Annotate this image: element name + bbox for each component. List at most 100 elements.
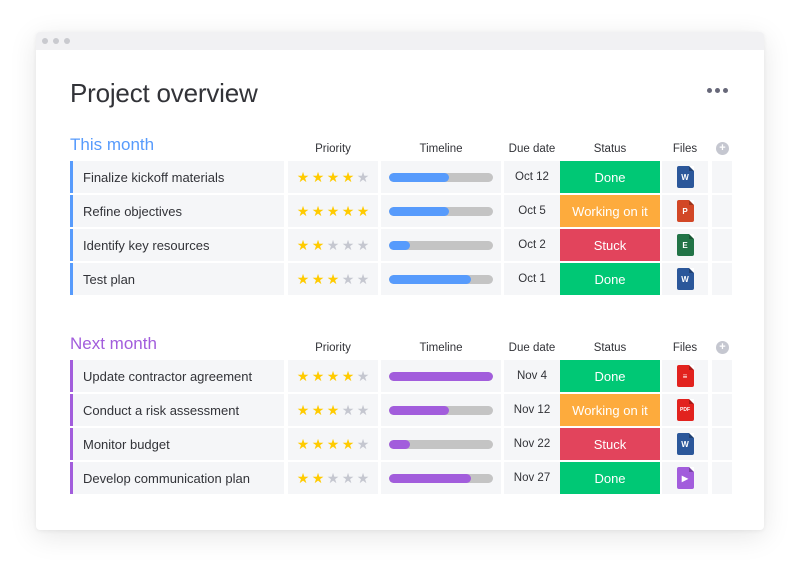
timeline-bar[interactable] xyxy=(389,473,493,483)
due-date[interactable]: Oct 1 xyxy=(504,263,560,295)
files-cell[interactable]: W xyxy=(662,428,708,460)
star-icon[interactable]: ★ xyxy=(341,368,355,384)
priority-rating[interactable]: ★ ★ ★ ★ ★ xyxy=(288,462,378,494)
files-cell[interactable]: P xyxy=(662,195,708,227)
pdf-doc-icon[interactable]: PDF xyxy=(676,399,694,421)
table-row[interactable]: Refine objectives ★ ★ ★ ★ ★ Oct 5 Working on it… xyxy=(70,195,732,227)
empty-column-cell[interactable] xyxy=(712,394,732,426)
star-icon[interactable]: ★ xyxy=(311,271,325,287)
star-icon[interactable]: ★ xyxy=(356,237,370,253)
star-icon[interactable]: ★ xyxy=(311,436,325,452)
star-icon[interactable]: ★ xyxy=(311,368,325,384)
timeline-cell[interactable] xyxy=(381,263,501,295)
star-icon[interactable]: ★ xyxy=(326,436,340,452)
window-control-dot[interactable] xyxy=(42,38,48,44)
add-column-icon[interactable]: + xyxy=(716,142,729,155)
star-icon[interactable]: ★ xyxy=(341,237,355,253)
empty-column-cell[interactable] xyxy=(712,360,732,392)
star-icon[interactable]: ★ xyxy=(341,436,355,452)
star-icon[interactable]: ★ xyxy=(326,169,340,185)
item-name-cell[interactable]: Refine objectives xyxy=(70,195,284,227)
column-header-priority[interactable]: Priority xyxy=(315,342,351,354)
window-control-dot[interactable] xyxy=(53,38,59,44)
files-cell[interactable]: PDF xyxy=(662,394,708,426)
star-icon[interactable]: ★ xyxy=(296,470,310,486)
table-row[interactable]: Test plan ★ ★ ★ ★ ★ Oct 1 Done W xyxy=(70,263,732,295)
table-row[interactable]: Finalize kickoff materials ★ ★ ★ ★ ★ Oct 12 Don… xyxy=(70,161,732,193)
item-name-cell[interactable]: Identify key resources xyxy=(70,229,284,261)
column-header-status[interactable]: Status xyxy=(593,342,627,354)
status-label[interactable]: Done xyxy=(560,161,660,193)
star-icon[interactable]: ★ xyxy=(311,169,325,185)
star-icon[interactable]: ★ xyxy=(296,271,310,287)
star-icon[interactable]: ★ xyxy=(296,169,310,185)
word-doc-icon[interactable]: W xyxy=(676,433,694,455)
due-date[interactable]: Nov 12 xyxy=(504,394,560,426)
excel-doc-icon[interactable]: E xyxy=(676,234,694,256)
empty-column-cell[interactable] xyxy=(712,428,732,460)
star-icon[interactable]: ★ xyxy=(356,402,370,418)
star-icon[interactable]: ★ xyxy=(311,237,325,253)
timeline-cell[interactable] xyxy=(381,462,501,494)
priority-rating[interactable]: ★ ★ ★ ★ ★ xyxy=(288,229,378,261)
column-header-files[interactable]: Files xyxy=(672,143,698,155)
status-label[interactable]: Done xyxy=(560,462,660,494)
due-date[interactable]: Nov 22 xyxy=(504,428,560,460)
star-icon[interactable]: ★ xyxy=(326,203,340,219)
timeline-cell[interactable] xyxy=(381,229,501,261)
column-header-due-date[interactable]: Due date xyxy=(508,342,556,354)
timeline-bar[interactable] xyxy=(389,240,493,250)
window-control-dot[interactable] xyxy=(64,38,70,44)
star-icon[interactable]: ★ xyxy=(326,470,340,486)
group-title[interactable]: Next month xyxy=(70,334,157,353)
priority-rating[interactable]: ★ ★ ★ ★ ★ xyxy=(288,263,378,295)
due-date[interactable]: Oct 5 xyxy=(504,195,560,227)
empty-column-cell[interactable] xyxy=(712,161,732,193)
document-red-icon[interactable]: ≡ xyxy=(676,365,694,387)
files-cell[interactable]: W xyxy=(662,161,708,193)
table-row[interactable]: Conduct a risk assessment ★ ★ ★ ★ ★ Nov 12 Work… xyxy=(70,394,732,426)
column-header-timeline[interactable]: Timeline xyxy=(419,143,463,155)
column-header-priority[interactable]: Priority xyxy=(315,143,351,155)
more-options-icon[interactable] xyxy=(705,86,730,95)
star-icon[interactable]: ★ xyxy=(356,368,370,384)
star-icon[interactable]: ★ xyxy=(326,402,340,418)
column-header-timeline[interactable]: Timeline xyxy=(419,342,463,354)
star-icon[interactable]: ★ xyxy=(341,470,355,486)
item-name-cell[interactable]: Conduct a risk assessment xyxy=(70,394,284,426)
due-date[interactable]: Nov 27 xyxy=(504,462,560,494)
empty-column-cell[interactable] xyxy=(712,229,732,261)
empty-column-cell[interactable] xyxy=(712,462,732,494)
timeline-bar[interactable] xyxy=(389,206,493,216)
table-row[interactable]: Update contractor agreement ★ ★ ★ ★ ★ Nov 4 Don… xyxy=(70,360,732,392)
table-row[interactable]: Monitor budget ★ ★ ★ ★ ★ Nov 22 Stuck W xyxy=(70,428,732,460)
item-name-cell[interactable]: Monitor budget xyxy=(70,428,284,460)
item-name-cell[interactable]: Update contractor agreement xyxy=(70,360,284,392)
item-name-cell[interactable]: Finalize kickoff materials xyxy=(70,161,284,193)
empty-column-cell[interactable] xyxy=(712,195,732,227)
word-doc-icon[interactable]: W xyxy=(676,268,694,290)
video-file-icon[interactable]: ▶ xyxy=(676,467,694,489)
item-name-cell[interactable]: Test plan xyxy=(70,263,284,295)
star-icon[interactable]: ★ xyxy=(356,169,370,185)
star-icon[interactable]: ★ xyxy=(326,237,340,253)
status-label[interactable]: Working on it xyxy=(560,195,660,227)
empty-column-cell[interactable] xyxy=(712,263,732,295)
timeline-cell[interactable] xyxy=(381,161,501,193)
star-icon[interactable]: ★ xyxy=(341,169,355,185)
star-icon[interactable]: ★ xyxy=(326,368,340,384)
group-title[interactable]: This month xyxy=(70,135,155,154)
status-label[interactable]: Done xyxy=(560,360,660,392)
table-row[interactable]: Develop communication plan ★ ★ ★ ★ ★ Nov 27 Don… xyxy=(70,462,732,494)
status-label[interactable]: Done xyxy=(560,263,660,295)
star-icon[interactable]: ★ xyxy=(296,436,310,452)
star-icon[interactable]: ★ xyxy=(341,203,355,219)
add-column-icon[interactable]: + xyxy=(716,341,729,354)
status-label[interactable]: Working on it xyxy=(560,394,660,426)
powerpoint-doc-icon[interactable]: P xyxy=(676,200,694,222)
star-icon[interactable]: ★ xyxy=(311,203,325,219)
item-name-cell[interactable]: Develop communication plan xyxy=(70,462,284,494)
table-row[interactable]: Identify key resources ★ ★ ★ ★ ★ Oct 2 Stuck E xyxy=(70,229,732,261)
due-date[interactable]: Oct 12 xyxy=(504,161,560,193)
star-icon[interactable]: ★ xyxy=(341,402,355,418)
